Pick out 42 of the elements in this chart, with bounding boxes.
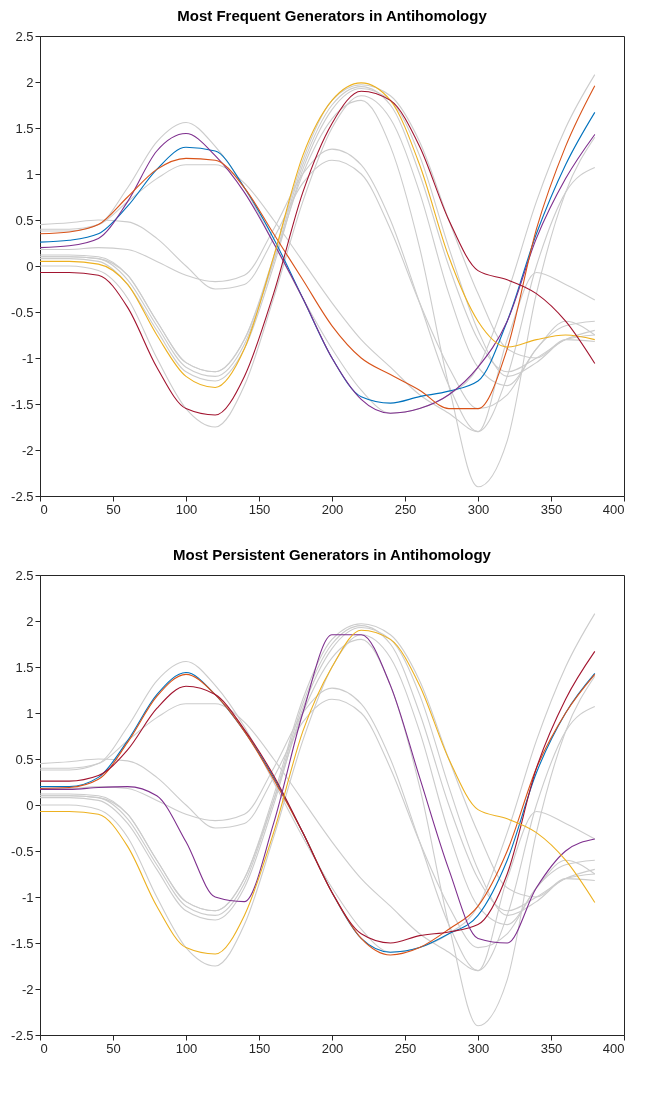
y-tick-label: -0.5 [11, 843, 34, 859]
x-tick-label: 350 [540, 501, 563, 517]
y-tick-label: 0.5 [15, 751, 34, 767]
chart-title: Most Frequent Generators in Antihomology [177, 7, 488, 24]
x-tick-label: 100 [175, 501, 198, 517]
x-tick-label: 0 [40, 1040, 48, 1056]
x-tick-label: 400 [602, 501, 625, 517]
x-tick-label: 100 [175, 1040, 198, 1056]
x-tick-label: 350 [540, 1040, 563, 1056]
y-tick-label: -2 [21, 442, 34, 458]
y-tick-label: -1 [21, 350, 34, 366]
y-tick-label: 2.5 [15, 567, 34, 583]
chart-title: Most Persistent Generators in Antihomology [173, 546, 492, 563]
y-tick-label: -2 [21, 981, 34, 997]
x-tick-label: 250 [394, 501, 417, 517]
y-tick-label: 2 [26, 74, 34, 90]
y-tick-label: 2 [26, 613, 34, 629]
x-tick-label: 200 [321, 501, 344, 517]
x-tick-label: 0 [40, 501, 48, 517]
x-tick-label: 300 [467, 1040, 490, 1056]
y-tick-label: -1.5 [11, 935, 34, 951]
y-tick-label: 2.5 [15, 28, 34, 44]
y-tick-label: 0 [26, 797, 34, 813]
x-tick-label: 400 [602, 1040, 625, 1056]
y-tick-label: 1.5 [15, 659, 34, 675]
y-tick-label: -2.5 [11, 1027, 34, 1043]
y-tick-label: 0.5 [15, 212, 34, 228]
x-tick-label: 200 [321, 1040, 344, 1056]
y-tick-label: 0 [26, 258, 34, 274]
x-tick-label: 300 [467, 501, 490, 517]
y-tick-label: 1 [26, 166, 34, 182]
y-tick-label: -0.5 [11, 304, 34, 320]
y-tick-label: -1 [21, 889, 34, 905]
x-tick-label: 50 [106, 501, 121, 517]
y-tick-label: 1.5 [15, 120, 34, 136]
x-tick-label: 150 [248, 501, 271, 517]
x-tick-label: 150 [248, 1040, 271, 1056]
x-tick-label: 50 [106, 1040, 121, 1056]
y-tick-label: -1.5 [11, 396, 34, 412]
x-tick-label: 250 [394, 1040, 417, 1056]
y-tick-label: 1 [26, 705, 34, 721]
y-tick-label: -2.5 [11, 488, 34, 504]
